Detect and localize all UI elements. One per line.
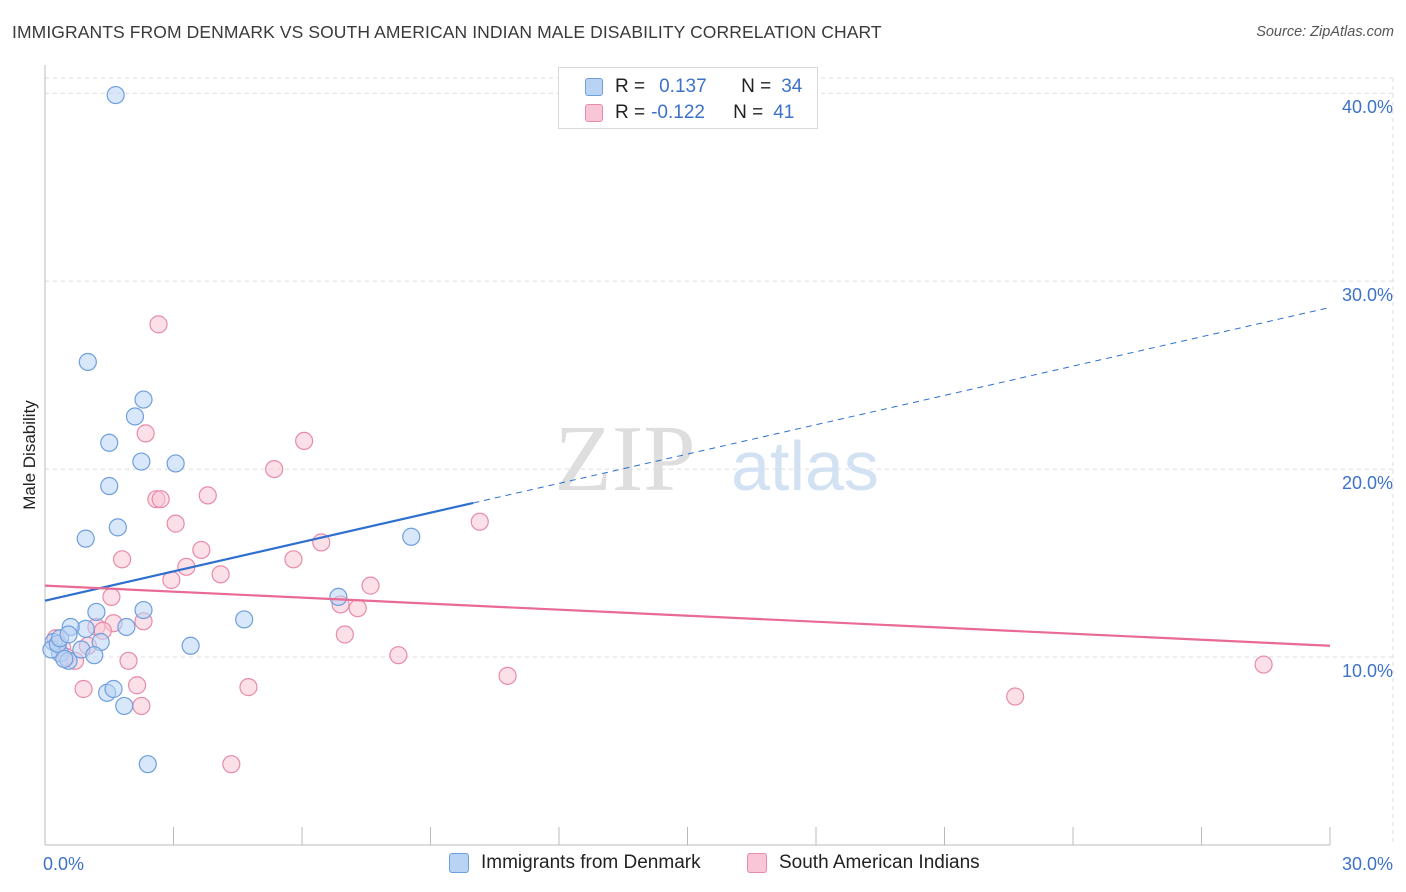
legend-item-denmark[interactable]: Immigrants from Denmark	[449, 852, 701, 874]
axes	[44, 65, 1331, 846]
legend-n-label: N =	[741, 76, 772, 97]
legend-swatch-pink	[585, 104, 603, 122]
data-point	[265, 459, 284, 479]
data-point	[211, 565, 230, 584]
data-point	[239, 678, 258, 697]
data-point	[108, 518, 127, 537]
data-point	[284, 550, 303, 569]
legend-r-value: 0.137	[659, 76, 707, 97]
legend-n-label: N =	[733, 102, 764, 123]
legend-item-south-american-indians[interactable]: South American Indians	[747, 852, 980, 874]
y-tick-label: 40.0%	[1342, 97, 1393, 117]
data-point	[87, 602, 106, 622]
data-point	[55, 649, 74, 669]
data-point	[329, 587, 348, 607]
data-point	[76, 619, 95, 638]
watermark-zip: ZIP	[555, 407, 696, 511]
x-tick-label: 30.0%	[1342, 854, 1393, 874]
stats-legend: R = 0.137 N = 34 R = -0.122 N = 41	[558, 67, 818, 129]
data-point	[149, 315, 168, 334]
series-south-american-indians-points	[46, 315, 1273, 774]
data-point	[198, 486, 217, 505]
data-point	[76, 529, 95, 548]
data-point	[151, 490, 170, 509]
data-point	[78, 352, 97, 372]
legend-row-denmark: R = 0.137 N = 34	[585, 74, 802, 100]
data-point	[181, 636, 200, 655]
data-point	[127, 676, 147, 695]
series-legend: Immigrants from Denmark South American I…	[0, 852, 1406, 878]
legend-label-denmark: Immigrants from Denmark	[481, 852, 701, 873]
data-point	[361, 576, 380, 595]
data-point	[166, 514, 185, 533]
legend-r-value: -0.122	[651, 102, 705, 123]
data-point	[335, 625, 354, 644]
trend-line-denmark-extrapolated	[473, 306, 1331, 504]
series-immigrants-from-denmark-points	[42, 85, 421, 774]
legend-swatch-blue	[449, 853, 469, 873]
data-point	[132, 452, 151, 471]
y-tick-label: 20.0%	[1342, 473, 1393, 493]
gridlines	[45, 77, 1394, 845]
data-point	[106, 85, 125, 105]
data-point	[59, 625, 78, 644]
data-point	[402, 527, 421, 546]
data-point	[1006, 687, 1025, 706]
legend-swatch-blue	[585, 78, 603, 96]
data-point	[74, 679, 93, 699]
data-point	[115, 696, 134, 716]
data-point	[104, 679, 123, 699]
data-point	[132, 696, 151, 716]
y-tick-label: 30.0%	[1342, 285, 1393, 305]
tick-labels: 10.0% 20.0% 30.0% 40.0% 0.0% 30.0%	[43, 97, 1393, 874]
data-point	[295, 431, 314, 451]
data-point	[348, 599, 367, 618]
data-point	[134, 390, 153, 409]
data-point	[112, 550, 132, 569]
legend-row-south-american-indians: R = -0.122 N = 41	[585, 100, 794, 126]
data-point	[166, 454, 185, 473]
legend-r-label: R =	[615, 76, 646, 97]
legend-n-value: 34	[781, 76, 803, 97]
data-point	[136, 424, 155, 443]
x-tick-label: 0.0%	[43, 854, 84, 874]
data-point	[117, 617, 136, 637]
data-point	[389, 646, 408, 665]
data-point	[85, 646, 104, 665]
legend-swatch-pink	[747, 853, 767, 873]
trend-line-denmark	[44, 501, 474, 602]
data-point	[102, 587, 121, 607]
source-label: Source: ZipAtlas.com	[1256, 24, 1394, 40]
data-point	[498, 666, 517, 685]
trend-lines	[44, 306, 1331, 647]
data-point	[138, 755, 157, 774]
watermark-atlas: atlas	[731, 427, 879, 505]
data-point	[100, 476, 119, 496]
data-point	[235, 610, 254, 629]
chart-title: IMMIGRANTS FROM DENMARK VS SOUTH AMERICA…	[12, 22, 882, 42]
data-point	[1254, 655, 1273, 674]
data-point	[192, 540, 211, 560]
data-point	[222, 755, 241, 774]
data-point	[119, 651, 138, 670]
data-point	[134, 600, 153, 620]
trend-line-south-american-indians	[44, 584, 1331, 647]
watermark: ZIP atlas	[555, 407, 879, 511]
y-tick-label: 10.0%	[1342, 661, 1393, 681]
legend-r-label: R =	[615, 102, 646, 123]
data-point	[125, 407, 145, 426]
data-point	[100, 433, 119, 452]
legend-label-south-american-indians: South American Indians	[779, 852, 980, 873]
legend-n-value: 41	[773, 102, 795, 123]
data-point	[470, 512, 489, 531]
